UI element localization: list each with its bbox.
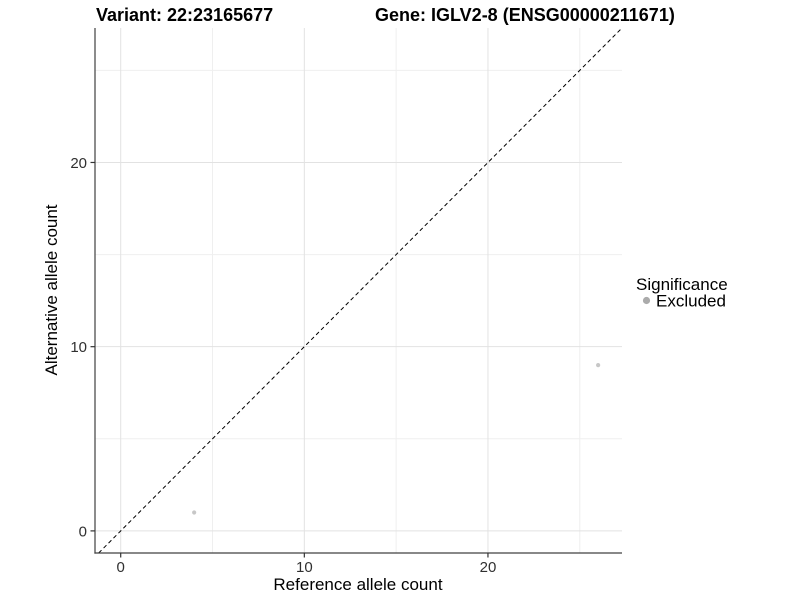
legend-key-dot-icon	[642, 296, 651, 305]
data-points	[192, 363, 601, 515]
data-point	[192, 510, 197, 515]
legend-item-label: Excluded	[656, 292, 726, 311]
x-tick-label: 20	[480, 559, 497, 576]
x-tick-label: 10	[296, 559, 313, 576]
y-tick-label: 20	[70, 155, 87, 172]
data-point	[596, 363, 601, 368]
plot-title-gene: Gene: IGLV2-8 (ENSG00000211671)	[375, 5, 675, 25]
axis-lines	[94, 28, 622, 554]
legend-title: Significance	[636, 275, 728, 294]
y-tick-label: 0	[79, 523, 87, 540]
x-axis-title: Reference allele count	[273, 575, 442, 594]
y-tick-label: 10	[70, 339, 87, 356]
major-gridlines	[95, 28, 622, 553]
y-axis-title: Alternative allele count	[42, 204, 61, 375]
plot-title-variant: Variant: 22:23165677	[96, 5, 273, 25]
tick-marks	[90, 161, 489, 558]
minor-gridlines	[95, 28, 622, 553]
identity-dashed-line	[98, 27, 623, 554]
tick-labels: 0 10 20 0 10 20	[70, 155, 496, 576]
legend: Significance Excluded	[636, 275, 728, 311]
x-tick-label: 0	[117, 559, 125, 576]
